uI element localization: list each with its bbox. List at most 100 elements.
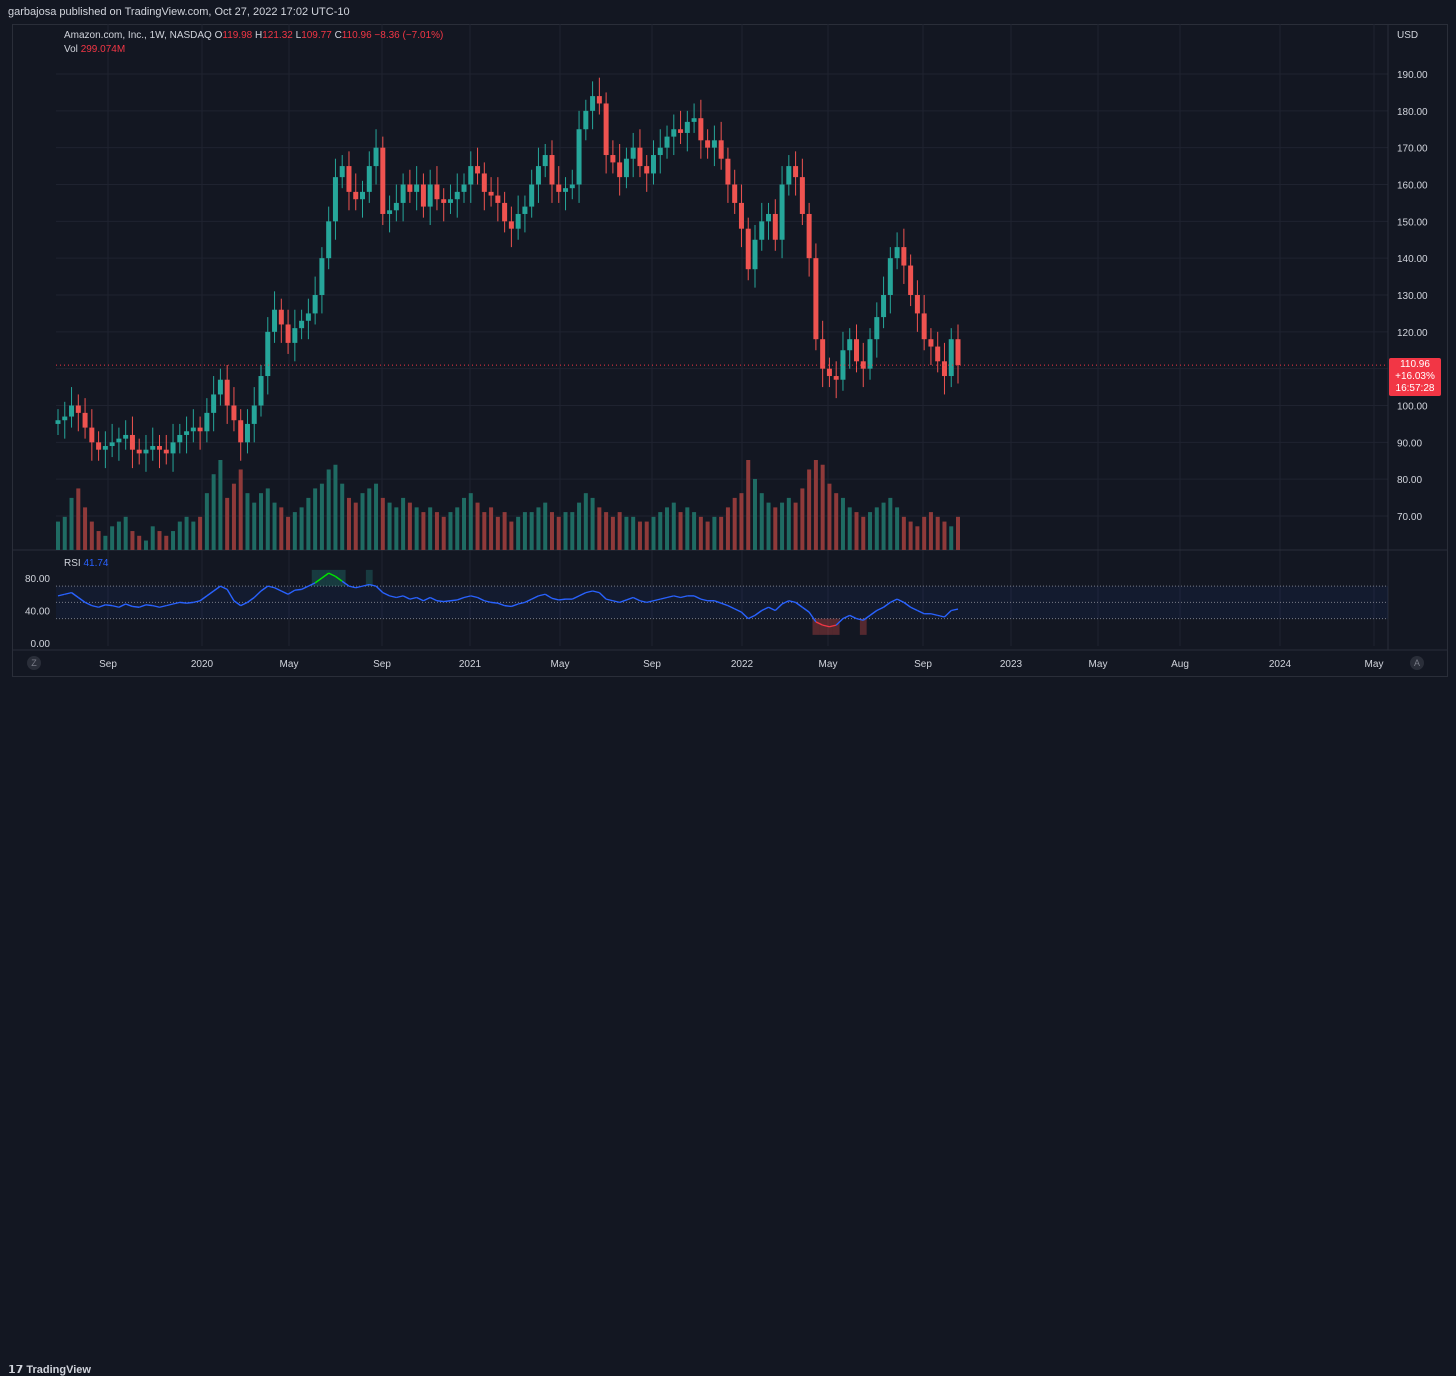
rsi-line bbox=[57, 593, 65, 597]
volume-bar bbox=[719, 516, 724, 550]
rsi-line bbox=[233, 600, 242, 607]
candle-body bbox=[305, 313, 311, 321]
volume-bar bbox=[665, 507, 670, 550]
volume-bar bbox=[827, 483, 832, 550]
rsi-line bbox=[808, 611, 817, 623]
rsi-line bbox=[247, 596, 255, 603]
candle-body bbox=[217, 379, 223, 395]
rsi-line bbox=[869, 609, 878, 616]
volume-bar bbox=[712, 516, 717, 550]
candle-body bbox=[468, 166, 474, 185]
candle-body bbox=[935, 346, 941, 362]
rsi-line bbox=[477, 596, 485, 602]
candle-body bbox=[705, 140, 711, 148]
candle-body bbox=[630, 147, 636, 159]
candle-body bbox=[813, 258, 819, 340]
candle-body bbox=[799, 177, 805, 214]
volume-bar bbox=[225, 497, 230, 550]
candle-body bbox=[569, 184, 575, 189]
rsi-line bbox=[111, 604, 120, 608]
volume-bar bbox=[888, 497, 893, 550]
candle-body bbox=[549, 155, 555, 185]
rsi-legend: RSI 41.74 bbox=[64, 558, 108, 569]
rsi-line bbox=[612, 600, 620, 604]
candle-body bbox=[447, 199, 453, 203]
candle-body bbox=[353, 191, 359, 200]
footer-bar: 𝟭𝟳 TradingView bbox=[0, 678, 1456, 1376]
volume-bar bbox=[150, 526, 155, 550]
volume-bar bbox=[401, 497, 406, 550]
rsi-oversold-zone bbox=[819, 618, 827, 635]
rsi-line bbox=[910, 606, 918, 612]
volume-bar bbox=[157, 531, 162, 550]
x-tick-label: 2020 bbox=[191, 659, 214, 670]
candle-body bbox=[671, 129, 677, 137]
rsi-line bbox=[436, 600, 444, 603]
candle-body bbox=[948, 339, 954, 377]
candle-body bbox=[292, 328, 298, 343]
volume-bar bbox=[62, 516, 67, 550]
rsi-line bbox=[253, 590, 262, 599]
volume-bar bbox=[211, 474, 216, 550]
candle-body bbox=[515, 213, 521, 229]
rsi-line bbox=[132, 605, 140, 608]
volume-bar bbox=[861, 516, 866, 550]
y-tick-label: 90.00 bbox=[1397, 438, 1422, 449]
rsi-tick-label: 40.00 bbox=[25, 607, 50, 618]
zoom-reset-button[interactable]: Z bbox=[27, 656, 41, 670]
auto-scale-button[interactable]: A bbox=[1410, 656, 1424, 670]
volume-bar bbox=[279, 507, 284, 550]
last-price-tag: 110.96 +16.03% 16:57:28 bbox=[1389, 358, 1441, 396]
x-tick-label: Sep bbox=[914, 659, 932, 670]
open-value: 119.98 bbox=[222, 30, 253, 41]
chart-frame[interactable] bbox=[12, 24, 1448, 677]
y-tick-label: 160.00 bbox=[1397, 181, 1428, 192]
candle-body bbox=[691, 118, 697, 122]
candle-body bbox=[921, 313, 927, 340]
rsi-line bbox=[267, 585, 275, 589]
rsi-line bbox=[605, 598, 614, 602]
volume-bar bbox=[198, 516, 203, 550]
rsi-line bbox=[511, 603, 519, 608]
candle-body bbox=[874, 317, 880, 340]
rsi-line bbox=[835, 618, 844, 626]
rsi-value: 41.74 bbox=[83, 558, 109, 569]
rsi-oversold-zone bbox=[812, 618, 820, 635]
candle-body bbox=[833, 376, 839, 380]
volume-bar bbox=[543, 502, 548, 550]
candle-body bbox=[881, 295, 887, 318]
low-value: 109.77 bbox=[301, 30, 332, 41]
candle-body bbox=[806, 213, 812, 259]
rsi-line bbox=[761, 606, 769, 612]
rsi-line bbox=[876, 606, 884, 612]
rsi-line bbox=[497, 602, 505, 607]
rsi-line bbox=[138, 604, 147, 608]
candle-body bbox=[129, 434, 135, 450]
candle-body bbox=[590, 96, 596, 111]
candle-body bbox=[772, 213, 778, 240]
volume-bar bbox=[367, 488, 372, 550]
volume-bar bbox=[901, 516, 906, 550]
rsi-line bbox=[402, 595, 411, 600]
candle-body bbox=[251, 405, 257, 424]
volume-bar bbox=[56, 521, 60, 550]
volume-bar bbox=[610, 516, 615, 550]
candle-body bbox=[847, 339, 853, 351]
candle-body bbox=[123, 434, 129, 439]
close-label: C bbox=[334, 30, 342, 41]
volume-bar bbox=[956, 516, 960, 550]
volume-bar bbox=[245, 493, 250, 550]
chart-svg[interactable]: 190.00 180.00 170.00 160.00 150.00 140.00 130.… bbox=[0, 0, 1456, 707]
volume-bar bbox=[83, 507, 88, 550]
rsi-line bbox=[152, 604, 160, 608]
candle-body bbox=[332, 177, 338, 222]
volume-bar bbox=[780, 502, 785, 550]
candle-body bbox=[678, 129, 684, 133]
volume-bar bbox=[340, 483, 345, 550]
rsi-oversold-zone bbox=[859, 618, 867, 635]
candle-body bbox=[955, 339, 961, 366]
volume-bar bbox=[475, 502, 480, 550]
volume-bar bbox=[380, 497, 385, 550]
rsi-line bbox=[774, 603, 783, 612]
rsi-tick-label: 80.00 bbox=[25, 574, 50, 585]
